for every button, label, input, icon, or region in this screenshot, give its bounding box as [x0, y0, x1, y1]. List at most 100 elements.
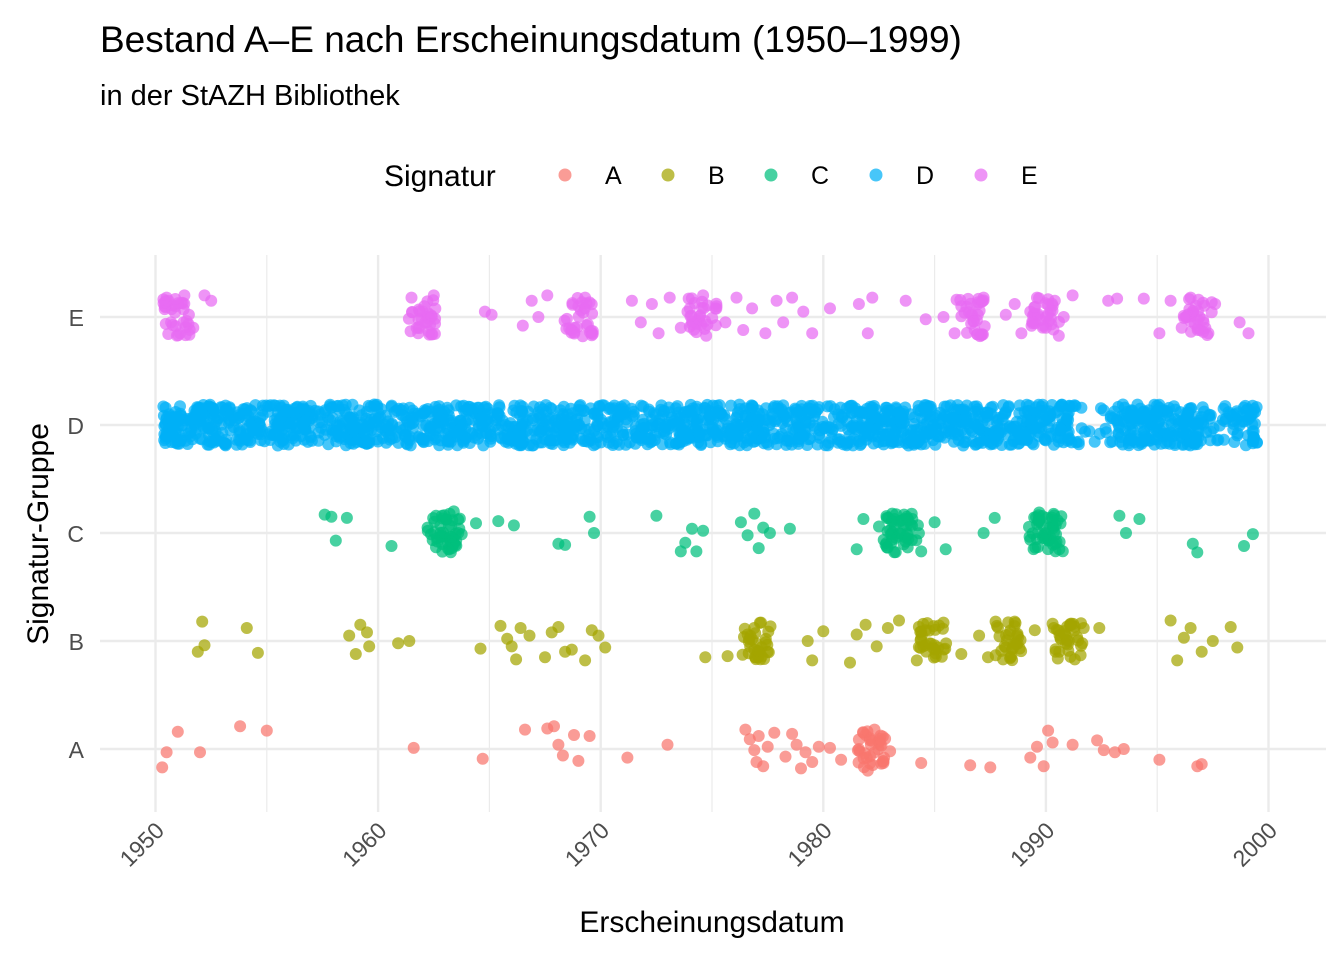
point-a: [835, 753, 848, 766]
point-d: [629, 437, 642, 450]
point-e: [586, 307, 599, 320]
point-d: [471, 401, 484, 414]
point-b: [196, 615, 209, 628]
point-e: [955, 310, 968, 323]
point-d: [493, 401, 506, 414]
point-c: [679, 536, 692, 549]
point-b: [752, 644, 765, 657]
point-c: [453, 512, 466, 525]
legend-key-b: [661, 168, 675, 182]
point-c: [748, 507, 761, 520]
point-a: [156, 761, 169, 774]
point-d: [336, 399, 349, 412]
point-e: [425, 309, 438, 322]
point-d: [157, 400, 170, 413]
point-d: [424, 420, 437, 433]
point-a: [964, 759, 977, 772]
point-b: [1011, 627, 1024, 640]
point-d: [1227, 417, 1240, 430]
point-d: [533, 408, 546, 421]
point-c: [470, 517, 482, 530]
point-d: [297, 402, 310, 415]
point-e: [1242, 327, 1255, 340]
point-b: [523, 629, 536, 642]
point-a: [786, 727, 799, 740]
legend-key-e: [974, 168, 988, 182]
x-tick-label: 1960: [337, 817, 392, 872]
point-d: [286, 432, 299, 445]
point-c: [734, 516, 747, 529]
point-d: [223, 401, 236, 414]
point-b: [748, 622, 761, 634]
point-e: [1177, 309, 1190, 322]
point-a: [877, 755, 889, 768]
point-d: [770, 438, 783, 451]
point-e: [1191, 324, 1204, 336]
point-e: [899, 294, 912, 307]
legend-key-a: [558, 168, 572, 182]
point-a: [852, 733, 865, 746]
point-d: [477, 439, 490, 452]
point-e: [1164, 294, 1177, 307]
point-d: [1072, 435, 1085, 448]
y-tick-label: D: [67, 413, 84, 439]
point-a: [1066, 738, 1079, 751]
point-d: [207, 412, 220, 425]
point-d: [872, 436, 885, 449]
point-e: [525, 294, 538, 307]
point-d: [974, 433, 987, 446]
point-d: [1039, 414, 1052, 427]
point-e: [861, 327, 874, 340]
y-axis-title: Signatur-Gruppe: [22, 423, 55, 645]
point-b: [764, 620, 777, 633]
point-b: [1051, 652, 1064, 665]
point-a: [572, 754, 585, 767]
x-tick-label: 1980: [782, 817, 837, 872]
point-d: [1247, 425, 1260, 438]
point-e: [954, 294, 967, 306]
point-c: [507, 519, 520, 532]
point-d: [1162, 409, 1175, 422]
point-d: [334, 415, 347, 428]
point-d: [908, 411, 921, 424]
legend-label-e: E: [1021, 162, 1038, 190]
point-b: [1028, 624, 1041, 637]
point-c: [1056, 545, 1069, 558]
point-d: [846, 421, 859, 434]
point-a: [519, 723, 531, 736]
point-d: [684, 405, 697, 417]
point-a: [864, 738, 877, 751]
point-d: [460, 432, 472, 445]
point-a: [1024, 751, 1037, 764]
point-e: [566, 297, 579, 310]
point-d: [635, 399, 648, 412]
point-d: [1055, 398, 1068, 411]
point-d: [1111, 415, 1124, 428]
point-c: [492, 515, 505, 528]
point-b: [742, 635, 755, 648]
legend-label-d: D: [916, 162, 934, 190]
point-d: [451, 439, 464, 452]
point-c: [1051, 514, 1064, 527]
point-b: [592, 629, 605, 642]
point-e: [961, 326, 973, 339]
point-d: [219, 439, 232, 452]
point-e: [645, 298, 658, 310]
point-d: [1079, 425, 1091, 438]
legend-label-a: A: [605, 162, 622, 190]
point-b: [494, 619, 507, 632]
point-d: [272, 420, 285, 433]
point-e: [1175, 321, 1188, 334]
point-c: [1033, 513, 1046, 526]
x-axis-ticks: 1950 1960 1970 1980 1990 2000: [114, 817, 1282, 872]
point-d: [1250, 401, 1263, 414]
point-d: [504, 431, 517, 444]
point-d: [365, 423, 378, 436]
point-e: [663, 291, 676, 304]
point-d: [879, 401, 892, 414]
point-d: [597, 399, 610, 412]
point-d: [968, 400, 981, 413]
point-d: [725, 399, 737, 412]
point-b: [403, 635, 416, 647]
point-d: [809, 405, 822, 418]
